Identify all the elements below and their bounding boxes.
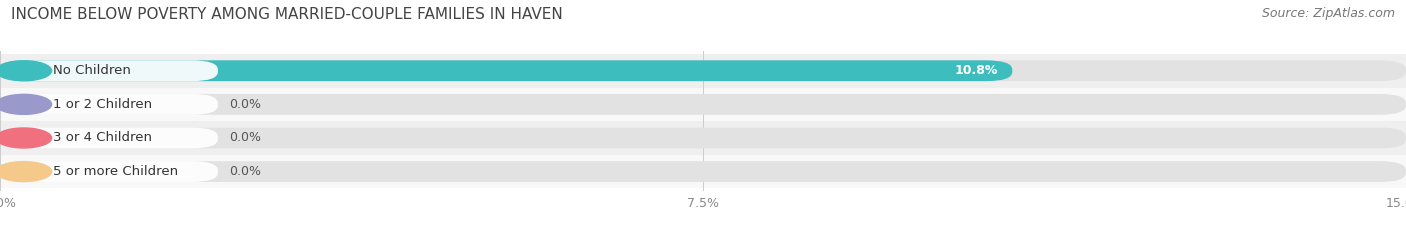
FancyBboxPatch shape [0,94,218,115]
FancyBboxPatch shape [0,60,218,81]
FancyBboxPatch shape [0,161,218,182]
Bar [0,155,1406,188]
FancyBboxPatch shape [0,94,1406,115]
FancyBboxPatch shape [0,161,1406,182]
FancyBboxPatch shape [0,60,1012,81]
Circle shape [0,128,52,148]
Bar [0,54,1406,88]
Text: 0.0%: 0.0% [229,131,262,144]
FancyBboxPatch shape [0,127,218,148]
Text: 3 or 4 Children: 3 or 4 Children [53,131,152,144]
Text: 0.0%: 0.0% [229,98,262,111]
Bar [0,88,1406,121]
Text: Source: ZipAtlas.com: Source: ZipAtlas.com [1261,7,1395,20]
Text: 0.0%: 0.0% [229,165,262,178]
FancyBboxPatch shape [0,127,1406,148]
Text: 1 or 2 Children: 1 or 2 Children [53,98,152,111]
Text: 10.8%: 10.8% [955,64,998,77]
FancyBboxPatch shape [0,60,1406,81]
Circle shape [0,161,52,182]
Circle shape [0,61,52,81]
Text: No Children: No Children [53,64,131,77]
Bar [0,121,1406,155]
Text: INCOME BELOW POVERTY AMONG MARRIED-COUPLE FAMILIES IN HAVEN: INCOME BELOW POVERTY AMONG MARRIED-COUPL… [11,7,562,22]
Circle shape [0,94,52,114]
Text: 5 or more Children: 5 or more Children [53,165,179,178]
